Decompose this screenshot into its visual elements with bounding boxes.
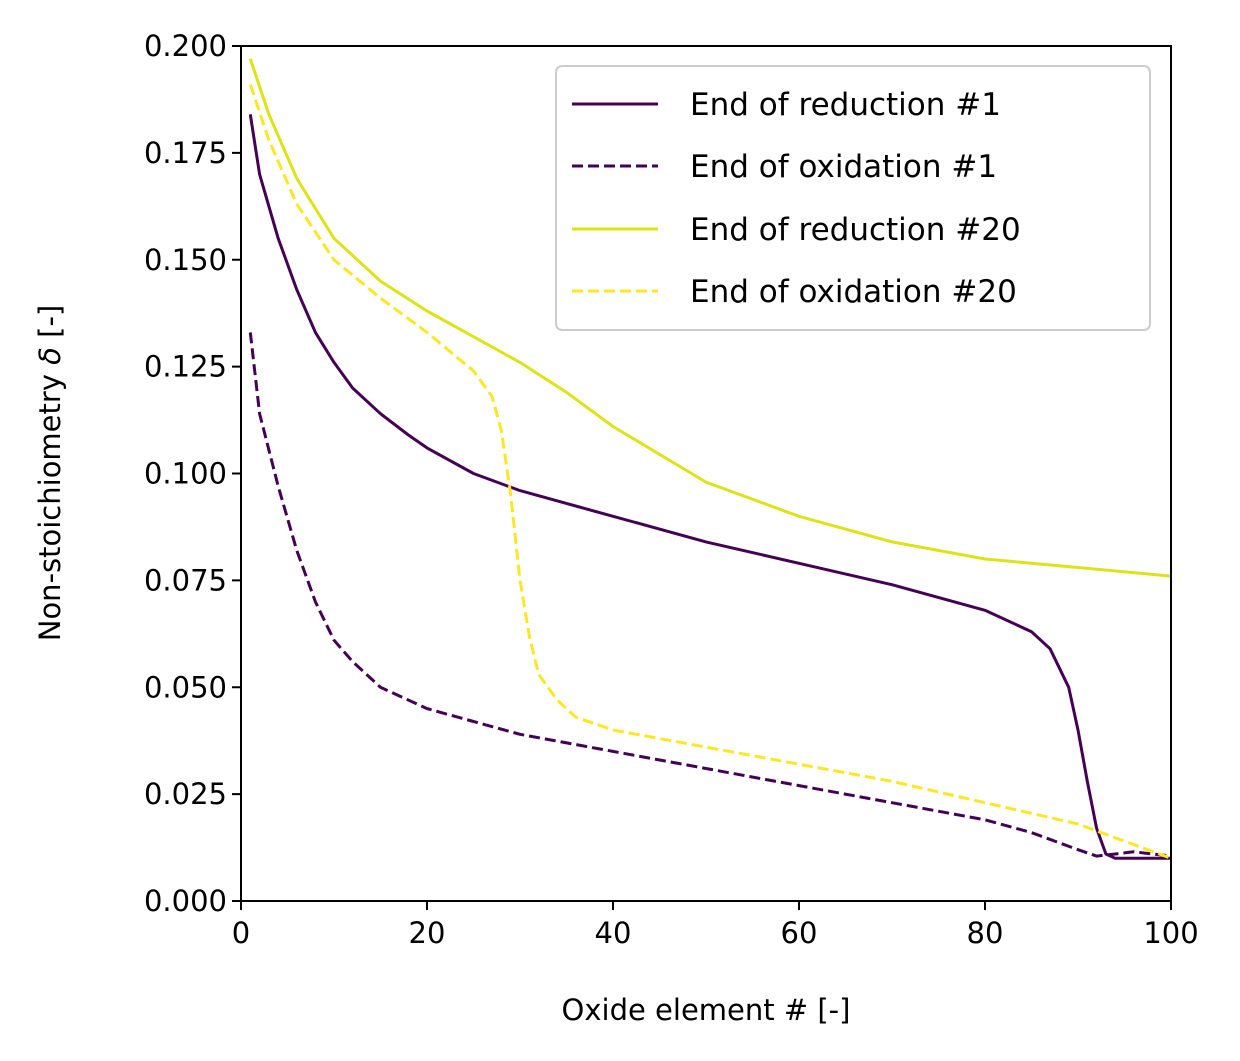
x-axis-label: Oxide element # [-] — [562, 993, 851, 1027]
y-tick-label: 0.000 — [144, 884, 227, 918]
series-line-1 — [248, 114, 1171, 860]
x-tick-label: 40 — [595, 916, 632, 950]
series-layer — [248, 58, 1171, 860]
series-line-4 — [248, 84, 1171, 860]
legend-label-oxidation-20: End of oxidation #20 — [690, 274, 1017, 310]
ticks-layer: 0 20 40 60 80 100 0.000 0.025 0.050 0.075 0.100 0.1… — [144, 29, 1199, 950]
y-axis-label: Non-stoichiometry δ [-] — [33, 305, 67, 642]
legend-label-oxidation-1: End of oxidation #1 — [690, 149, 997, 185]
y-tick-label: 0.100 — [144, 457, 227, 491]
y-axis-label-symbol: δ — [33, 347, 67, 365]
legend-frame — [555, 65, 1151, 331]
x-tick-label: 80 — [967, 916, 1004, 950]
y-tick-label: 0.025 — [144, 777, 227, 811]
legend: End of reduction #1 End of oxidation #1 … — [555, 65, 1151, 331]
y-axis-label-unit: [-] — [33, 305, 67, 347]
legend-label-reduction-1: End of reduction #1 — [690, 87, 1001, 123]
series-line-3 — [248, 58, 1171, 578]
y-tick-label: 0.075 — [144, 563, 227, 597]
legend-label-reduction-20: End of reduction #20 — [690, 212, 1021, 248]
y-tick-label: 0.050 — [144, 670, 227, 704]
y-tick-label: 0.200 — [144, 29, 227, 63]
series-line-2 — [248, 332, 1171, 858]
y-axis-label-text: Non-stoichiometry — [33, 365, 67, 641]
x-tick-label: 60 — [781, 916, 818, 950]
y-tick-label: 0.125 — [144, 350, 227, 384]
y-tick-label: 0.150 — [144, 243, 227, 277]
x-tick-label: 100 — [1143, 916, 1198, 950]
x-tick-label: 20 — [409, 916, 446, 950]
y-tick-label: 0.175 — [144, 136, 227, 170]
x-tick-label: 0 — [232, 916, 250, 950]
